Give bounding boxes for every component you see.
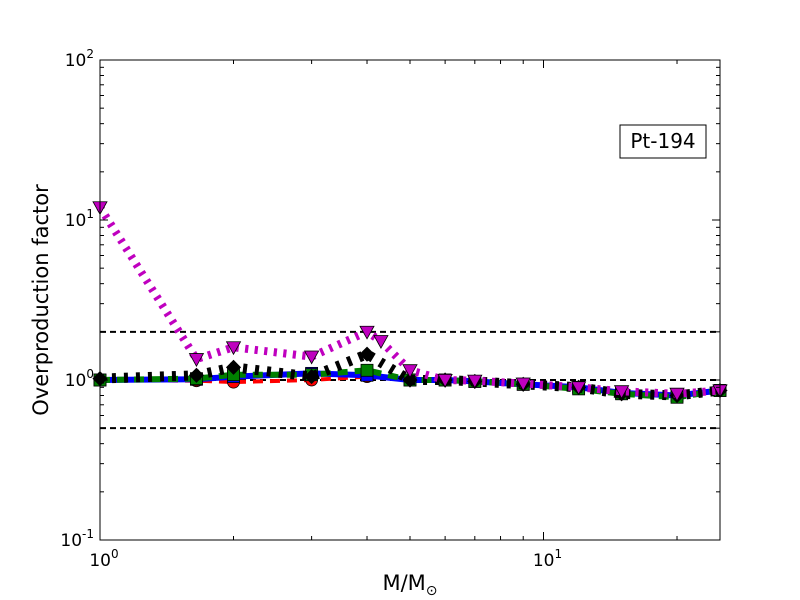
series-4-point-5 [373, 335, 389, 349]
series-4-point-12 [669, 387, 685, 402]
x-tick-label-1: 101 [533, 547, 562, 571]
axis-ticks [99, 59, 720, 541]
series-3-point-4 [359, 346, 375, 362]
y-tick-label-2-exp: 1 [86, 207, 94, 221]
series-3-point-2 [225, 359, 242, 375]
series-layer [92, 201, 728, 404]
series-4-line [96, 205, 721, 398]
series-3-point-5 [402, 372, 418, 388]
series-4 [92, 201, 728, 402]
y-tick-label-0-base: 10 [60, 531, 82, 551]
series-4-point-8 [467, 374, 483, 389]
y-tick-label-2-base: 10 [65, 211, 87, 231]
x-tick-label-0: 100 [89, 547, 118, 571]
x-axis-label-subscript: ⊙ [426, 583, 438, 599]
y-tick-label-0: 10-1 [60, 527, 94, 551]
y-tick-label-3-base: 10 [65, 51, 87, 71]
series-4-point-11 [613, 385, 630, 400]
x-axis-label-main: M/M [382, 571, 425, 595]
y-tick-label-0-exp: -1 [82, 527, 94, 541]
x-tick-label-1-base: 10 [533, 551, 555, 571]
series-4-point-9 [515, 377, 531, 392]
series-4-point-7 [437, 373, 453, 388]
series-4-point-1 [188, 353, 205, 367]
y-tick-label-3: 102 [65, 47, 94, 71]
x-tick-label-0-exp: 0 [111, 547, 119, 561]
y-tick-label-1-base: 10 [65, 371, 87, 391]
x-tick-label-0-base: 10 [89, 551, 111, 571]
series-3-point-3 [304, 369, 320, 385]
series-4-point-2 [225, 341, 242, 356]
series-4-point-6 [402, 364, 418, 379]
series-3-point-1 [188, 367, 205, 383]
x-tick-label-1-exp: 1 [555, 547, 563, 561]
series-4-point-4 [359, 325, 375, 340]
annotation-frame [619, 124, 707, 159]
y-tick-label-3-exp: 2 [86, 47, 94, 61]
y-tick-label-1: 100 [65, 367, 94, 391]
x-axis-label: M/M⊙ [382, 571, 437, 599]
series-2-point-4 [360, 363, 374, 377]
annotation-label: Pt-194 [630, 129, 695, 153]
series-4-point-3 [303, 350, 320, 365]
series-4-point-10 [570, 381, 587, 396]
y-axis-label: Overproduction factor [29, 184, 53, 416]
y-tick-label-1-exp: 0 [86, 367, 94, 381]
y-tick-label-2: 101 [65, 207, 94, 231]
annotation-box: Pt-194 [619, 124, 707, 159]
